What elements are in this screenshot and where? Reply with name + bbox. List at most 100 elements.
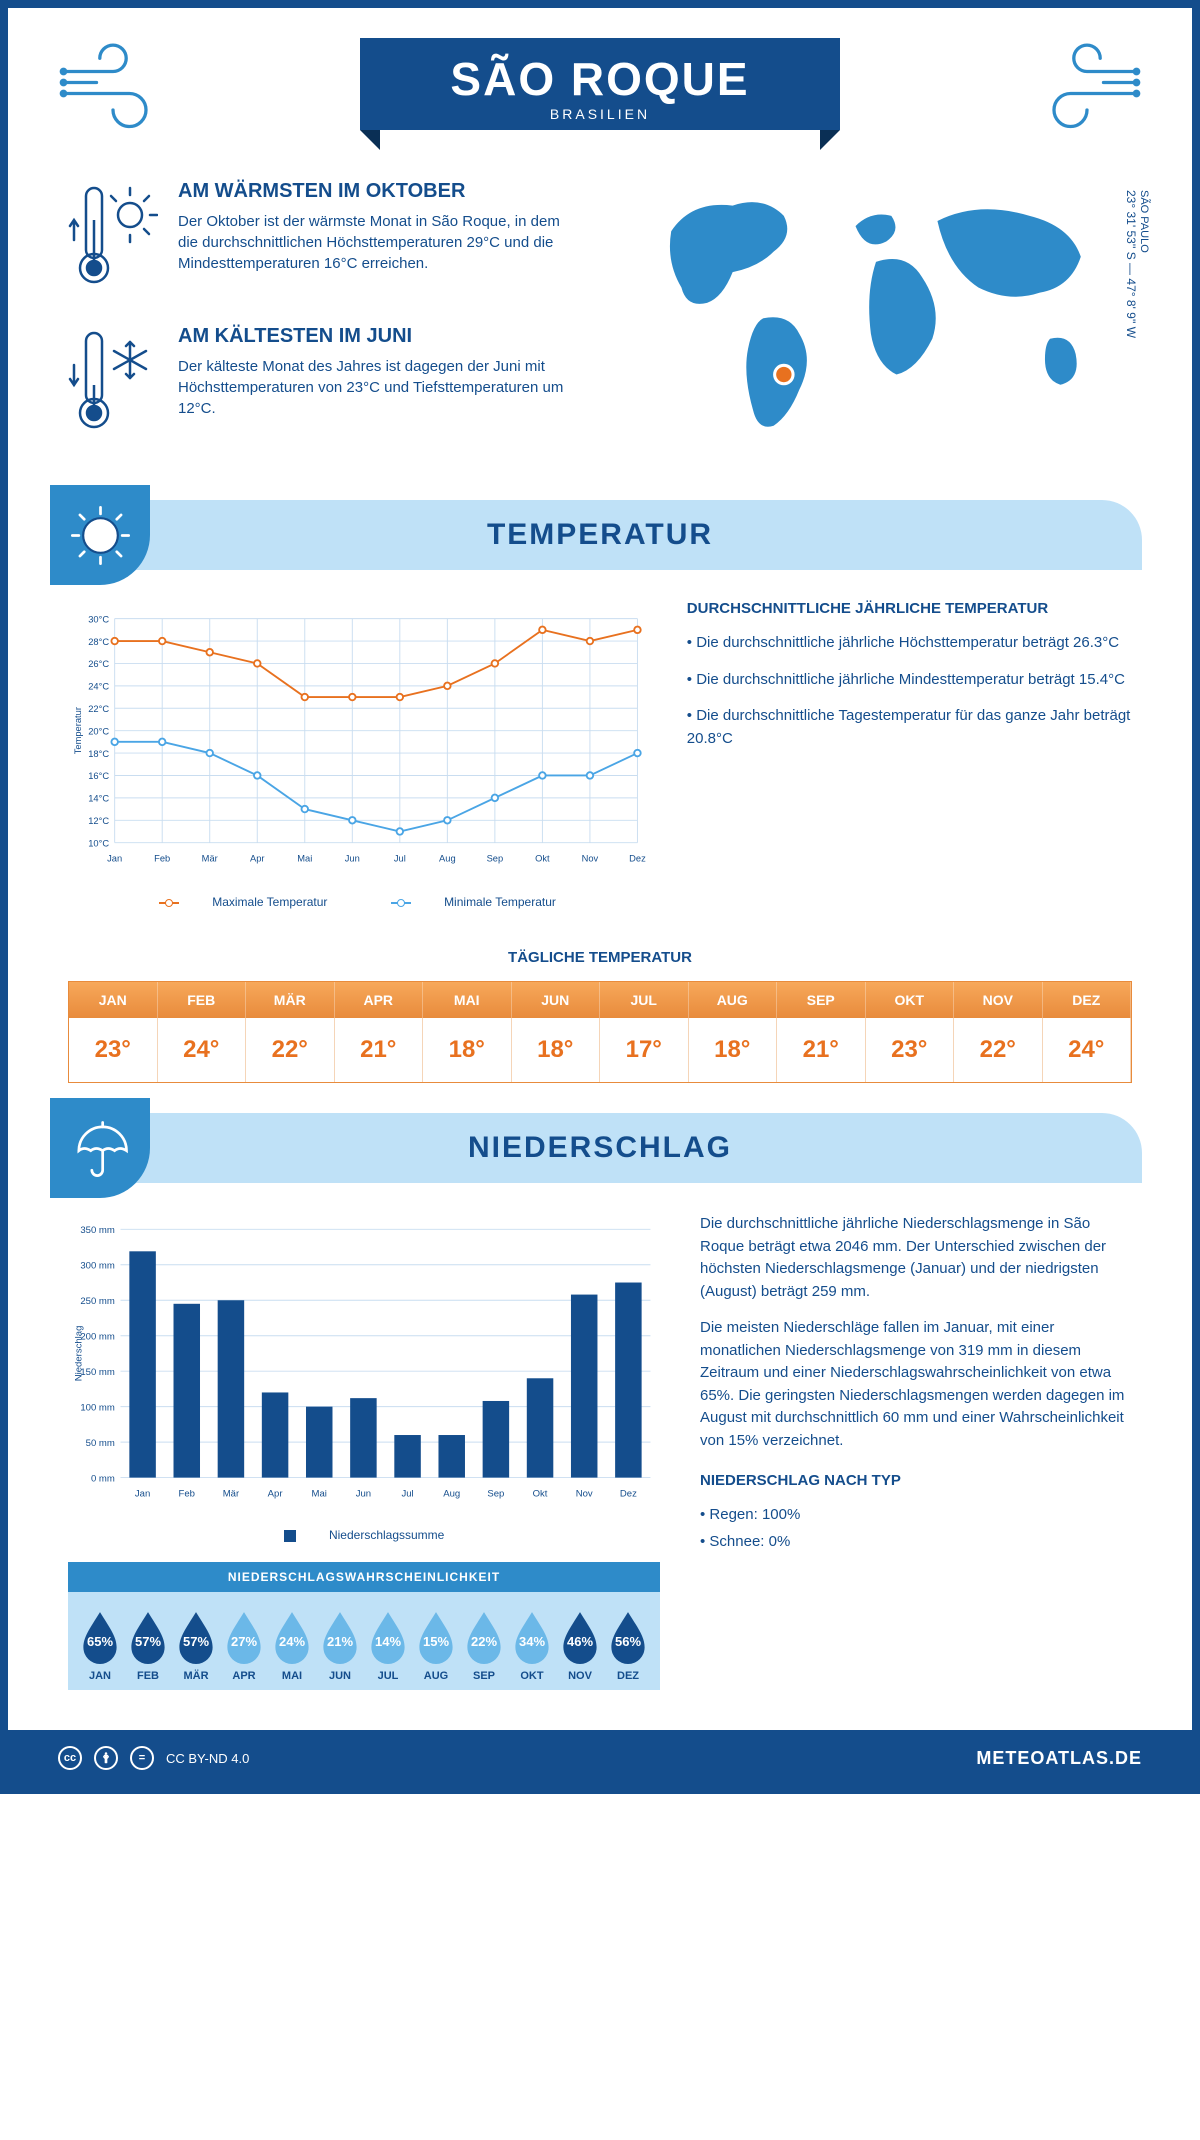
world-map (620, 180, 1132, 451)
svg-text:Sep: Sep (487, 853, 504, 863)
svg-text:Jun: Jun (356, 1489, 371, 1500)
svg-text:16°C: 16°C (88, 771, 109, 781)
svg-text:Jan: Jan (107, 853, 122, 863)
daily-month-header: JUN (512, 982, 601, 1018)
daily-temp-cell: 18° (512, 1018, 601, 1082)
precip-p2: Die meisten Niederschläge fallen im Janu… (700, 1317, 1132, 1452)
svg-text:Okt: Okt (533, 1489, 548, 1500)
thermometer-sun-icon (68, 180, 158, 295)
daily-temp-cell: 24° (158, 1018, 247, 1082)
precipitation-probability-row: 65% JAN 57% FEB 57% MÄR 27% APR (68, 1592, 660, 1690)
svg-text:300 mm: 300 mm (80, 1261, 114, 1272)
umbrella-icon (50, 1098, 150, 1198)
temp-desc-b1: • Die durchschnittliche jährliche Höchst… (687, 632, 1132, 655)
daily-temp-cell: 21° (335, 1018, 424, 1082)
daily-month-header: DEZ (1043, 982, 1132, 1018)
svg-text:10°C: 10°C (88, 838, 109, 848)
svg-text:0 mm: 0 mm (91, 1473, 115, 1484)
svg-text:20°C: 20°C (88, 726, 109, 736)
daily-month-header: MÄR (246, 982, 335, 1018)
svg-text:26°C: 26°C (88, 659, 109, 669)
wind-icon (58, 43, 168, 133)
svg-text:Mai: Mai (312, 1489, 327, 1500)
wind-icon (1032, 43, 1142, 133)
precip-probability-drop: 24% MAI (270, 1610, 314, 1682)
daily-month-header: MAI (423, 982, 512, 1018)
temp-section-title: TEMPERATUR (58, 518, 1142, 552)
daily-month-header: AUG (689, 982, 778, 1018)
precip-probability-drop: 57% MÄR (174, 1610, 218, 1682)
daily-temp-title: TÄGLICHE TEMPERATUR (8, 949, 1192, 966)
warm-text: Der Oktober ist der wärmste Monat in São… (178, 211, 580, 274)
daily-temp-cell: 22° (954, 1018, 1043, 1082)
precip-probability-drop: 34% OKT (510, 1610, 554, 1682)
precip-legend: Niederschlagssumme (68, 1528, 660, 1542)
svg-text:18°C: 18°C (88, 749, 109, 759)
daily-month-header: NOV (954, 982, 1043, 1018)
daily-month-header: OKT (866, 982, 955, 1018)
svg-text:24°C: 24°C (88, 682, 109, 692)
nd-icon: = (130, 1746, 154, 1770)
svg-text:Apr: Apr (268, 1489, 284, 1500)
svg-text:22°C: 22°C (88, 704, 109, 714)
svg-text:Aug: Aug (443, 1489, 460, 1500)
precip-probability-drop: 21% JUN (318, 1610, 362, 1682)
temp-desc-b2: • Die durchschnittliche jährliche Mindes… (687, 669, 1132, 692)
daily-temp-cell: 24° (1043, 1018, 1132, 1082)
svg-text:Temperatur: Temperatur (73, 707, 83, 754)
daily-temp-cell: 23° (69, 1018, 158, 1082)
precip-snow: • Schnee: 0% (700, 1531, 1132, 1554)
precip-p1: Die durchschnittliche jährliche Niedersc… (700, 1213, 1132, 1303)
sun-icon (50, 485, 150, 585)
svg-text:Mär: Mär (223, 1489, 240, 1500)
cold-title: AM KÄLTESTEN IM JUNI (178, 325, 580, 348)
daily-month-header: APR (335, 982, 424, 1018)
svg-text:Feb: Feb (179, 1489, 195, 1500)
title-banner: SÃO ROQUE BRASILIEN (360, 38, 839, 130)
precip-probability-drop: 14% JUL (366, 1610, 410, 1682)
precip-probability-drop: 15% AUG (414, 1610, 458, 1682)
svg-text:Nov: Nov (576, 1489, 593, 1500)
svg-text:12°C: 12°C (88, 816, 109, 826)
svg-text:350 mm: 350 mm (80, 1225, 114, 1236)
daily-month-header: JUL (600, 982, 689, 1018)
svg-text:250 mm: 250 mm (80, 1296, 114, 1307)
precip-probability-drop: 22% SEP (462, 1610, 506, 1682)
precip-section-title: NIEDERSCHLAG (58, 1131, 1142, 1165)
precip-probability-drop: 57% FEB (126, 1610, 170, 1682)
svg-text:150 mm: 150 mm (80, 1367, 114, 1378)
license-text: CC BY-ND 4.0 (166, 1751, 249, 1766)
cold-text: Der kälteste Monat des Jahres ist dagege… (178, 356, 580, 419)
footer: cc 🛉 = CC BY-ND 4.0 METEOATLAS.DE (8, 1730, 1192, 1786)
temperature-banner: TEMPERATUR (58, 500, 1142, 570)
header: SÃO ROQUE BRASILIEN (8, 8, 1192, 150)
svg-text:28°C: 28°C (88, 637, 109, 647)
coordinates: SÃO PAULO 23° 31' 53'' S — 47° 8' 9'' W (1124, 190, 1150, 338)
svg-text:200 mm: 200 mm (80, 1332, 114, 1343)
svg-text:Jan: Jan (135, 1489, 150, 1500)
site-name: METEOATLAS.DE (976, 1748, 1142, 1769)
daily-month-header: FEB (158, 982, 247, 1018)
temp-desc-title: DURCHSCHNITTLICHE JÄHRLICHE TEMPERATUR (687, 600, 1132, 617)
svg-text:50 mm: 50 mm (86, 1438, 115, 1449)
precip-probability-drop: 27% APR (222, 1610, 266, 1682)
drop-row-title: NIEDERSCHLAGSWAHRSCHEINLICHKEIT (68, 1562, 660, 1592)
svg-text:Okt: Okt (535, 853, 550, 863)
svg-text:Dez: Dez (629, 853, 646, 863)
daily-temp-cell: 18° (423, 1018, 512, 1082)
cold-fact: AM KÄLTESTEN IM JUNI Der kälteste Monat … (68, 325, 580, 440)
by-icon: 🛉 (94, 1746, 118, 1770)
svg-text:14°C: 14°C (88, 794, 109, 804)
warm-title: AM WÄRMSTEN IM OKTOBER (178, 180, 580, 203)
svg-text:Jul: Jul (401, 1489, 413, 1500)
daily-temp-cell: 18° (689, 1018, 778, 1082)
precip-banner: NIEDERSCHLAG (58, 1113, 1142, 1183)
precip-probability-drop: 46% NOV (558, 1610, 602, 1682)
svg-text:100 mm: 100 mm (80, 1402, 114, 1413)
temp-desc-b3: • Die durchschnittliche Tagestemperatur … (687, 705, 1132, 750)
precip-probability-drop: 65% JAN (78, 1610, 122, 1682)
svg-text:Niederschlag: Niederschlag (73, 1326, 84, 1382)
daily-month-header: SEP (777, 982, 866, 1018)
svg-text:Mai: Mai (297, 853, 312, 863)
cc-icon: cc (58, 1746, 82, 1770)
